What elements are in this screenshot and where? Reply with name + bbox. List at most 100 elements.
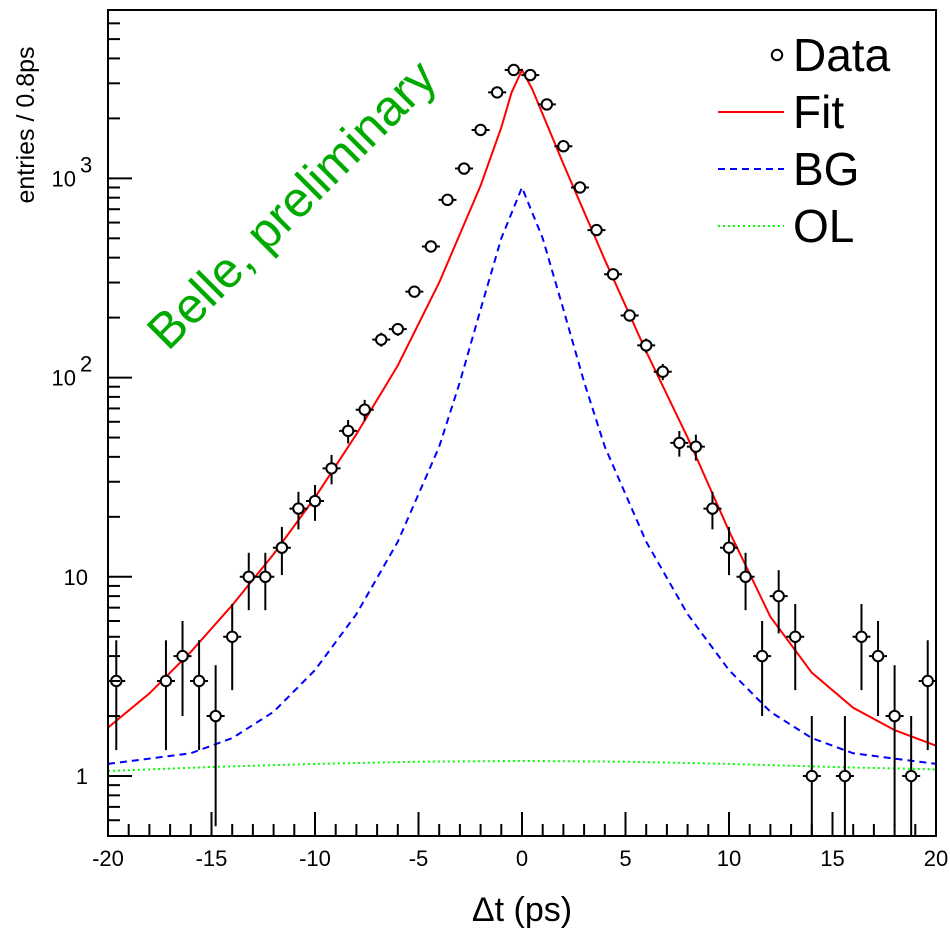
data-point [438, 193, 457, 207]
data-point [223, 604, 242, 691]
data-point [670, 431, 689, 457]
data-point [272, 526, 291, 576]
data-point-marker [242, 570, 255, 584]
data-point-marker [325, 462, 338, 475]
data-point-marker [673, 436, 686, 450]
x-tick-label: -20 [92, 846, 124, 871]
data-point-marker [640, 339, 653, 352]
data-point [388, 322, 407, 336]
data-point [372, 332, 391, 347]
y-tick-label-exponent: 2 [80, 352, 92, 377]
data-point [918, 640, 937, 751]
y-tick-label-base: 10 [52, 366, 76, 391]
data-point-marker [341, 424, 355, 438]
data-point [587, 223, 606, 237]
x-tick-label: -5 [409, 846, 429, 871]
data-point-marker [308, 494, 322, 508]
data-point [504, 63, 523, 77]
data-point [322, 454, 341, 485]
data-point [686, 434, 705, 461]
data-point [604, 268, 623, 281]
data-point-marker [292, 502, 305, 515]
data-point [885, 665, 904, 827]
y-tick-label: 103 [52, 152, 93, 191]
data-point-marker [507, 63, 520, 77]
data-point-marker [209, 709, 222, 723]
x-tick-label: 20 [924, 846, 948, 871]
data-point [339, 419, 358, 444]
series-bg-curve [107, 184, 937, 765]
x-axis-title: Δt (ps) [472, 891, 572, 929]
data-point [720, 526, 738, 576]
data-point [802, 716, 821, 836]
data-point-marker [855, 630, 868, 643]
series-ol-curve [107, 759, 937, 772]
legend-entry-ol: OL [718, 200, 854, 252]
x-axis-ticks: -20 -15 -10 -5 0 5 10 15 20 [92, 812, 948, 871]
data-point-marker [772, 589, 785, 603]
data-point-marker [375, 333, 388, 346]
data-point-marker [474, 123, 487, 137]
data-point-marker [159, 674, 173, 688]
data-point [637, 338, 656, 353]
legend-entry-bg: BG [718, 143, 859, 195]
data-point-marker [888, 709, 901, 723]
data-point-marker [557, 140, 570, 153]
data-point [206, 665, 225, 827]
x-tick-label: 0 [516, 846, 528, 871]
data-point-marker [689, 440, 703, 453]
y-tick-label-base: 10 [52, 166, 76, 191]
legend-label: OL [793, 200, 854, 252]
data-point [653, 364, 672, 381]
x-tick-label: -10 [299, 846, 331, 871]
data-point-marker [805, 769, 818, 783]
legend-data-marker [770, 48, 784, 62]
data-point-marker [226, 630, 239, 643]
data-point-marker [755, 649, 769, 663]
data-point [869, 621, 888, 717]
data-point-marker [871, 649, 885, 663]
data-point [703, 491, 722, 530]
data-point [554, 140, 573, 153]
data-point-marker [540, 98, 554, 111]
data-point-marker [606, 268, 620, 281]
data-point-marker [590, 223, 603, 237]
data-point-marker [358, 403, 371, 416]
data-point-marker [921, 674, 934, 688]
y-tick-label-base: 1 [76, 764, 88, 789]
y-tick-label: 1 [76, 764, 88, 789]
data-point-marker [457, 162, 471, 175]
data-point-marker [573, 181, 587, 194]
data-point [786, 604, 805, 691]
y-tick-label: 102 [52, 352, 93, 391]
legend-label: Data [793, 29, 891, 81]
data-point [620, 309, 639, 322]
y-tick-label: 10 [64, 565, 88, 590]
data-point-marker [623, 309, 636, 322]
data-point [835, 716, 854, 836]
data-point-marker [739, 570, 752, 584]
data-points-layer [107, 63, 937, 836]
data-point [471, 123, 490, 137]
data-point [769, 570, 788, 634]
data-point [537, 98, 556, 111]
data-point [156, 640, 175, 751]
data-point [421, 240, 440, 253]
data-point-marker [706, 502, 719, 515]
data-point [306, 484, 324, 521]
data-point-marker [904, 769, 918, 783]
data-point [190, 640, 209, 751]
belle-preliminary-annotation: Belle, preliminary [136, 49, 447, 360]
data-point [256, 552, 275, 611]
data-point-marker [656, 365, 669, 378]
data-point [173, 621, 192, 717]
data-point [521, 68, 540, 82]
data-point-marker [490, 86, 504, 99]
legend-entry-fit: Fit [718, 86, 844, 138]
legend-entry-data: Data [770, 29, 891, 81]
data-point-marker [408, 285, 421, 298]
data-point [289, 491, 308, 530]
data-point-marker [524, 68, 537, 82]
